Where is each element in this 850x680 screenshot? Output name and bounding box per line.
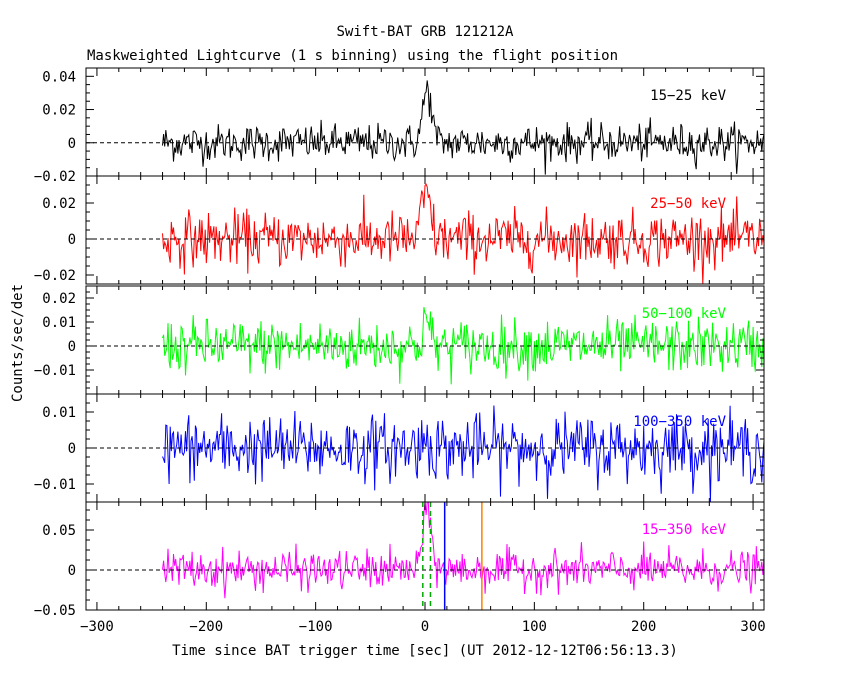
series-line-3 <box>162 405 765 503</box>
band-label-2: 50−100 keV <box>642 306 727 322</box>
y-tick-label: −0.05 <box>34 603 76 619</box>
y-tick-label: 0.05 <box>42 523 76 539</box>
y-tick-label: −0.01 <box>34 477 76 493</box>
panel-2: −0.01 0 0.01 0.02 50−100 keV <box>34 285 765 395</box>
panel-1: −0.02 0 0.02 25−50 keV <box>34 175 765 285</box>
band-label-0: 15−25 keV <box>650 88 726 104</box>
y-tick-label: 0 <box>68 563 76 579</box>
y-tick-label: −0.02 <box>34 268 76 284</box>
y-tick-label: −0.02 <box>34 169 76 185</box>
series-line-4 <box>162 501 765 599</box>
y-tick-label: 0.02 <box>42 196 76 212</box>
panel-0: −0.02 0 0.02 0.04 15−25 keV <box>34 67 765 185</box>
band-label-4: 15−350 keV <box>642 522 727 538</box>
x-tick-label: 100 <box>522 619 547 635</box>
panel-frame-0 <box>85 67 765 177</box>
x-tick-label: −200 <box>189 619 223 635</box>
y-tick-label: 0.01 <box>42 315 76 331</box>
series-line-0 <box>162 80 765 175</box>
series-line-2 <box>162 307 765 385</box>
series-line-1 <box>162 183 765 285</box>
panel-frame-4 <box>85 501 765 611</box>
x-tick-label: −100 <box>299 619 333 635</box>
band-label-3: 100−350 keV <box>633 414 726 430</box>
y-tick-label: 0 <box>68 441 76 457</box>
y-tick-label: 0.04 <box>42 69 76 85</box>
y-tick-label: 0 <box>68 136 76 152</box>
y-tick-label: 0 <box>68 232 76 248</box>
band-label-1: 25−50 keV <box>650 196 726 212</box>
y-tick-label: 0.01 <box>42 405 76 421</box>
x-tick-label: 200 <box>631 619 656 635</box>
panel-frame-2 <box>85 285 765 395</box>
x-tick-label: 0 <box>421 619 429 635</box>
x-tick-label: 300 <box>740 619 765 635</box>
y-tick-label: −0.01 <box>34 363 76 379</box>
chart-title: Swift-BAT GRB 121212A <box>336 24 514 40</box>
chart-subtitle: Maskweighted Lightcurve (1 s binning) us… <box>87 48 618 64</box>
panels-layer: −0.02 0 0.02 0.04 15−25 keV −0.02 0 0.02 25−50 k… <box>34 67 766 635</box>
panel-4: −0.05 0 0.05 15−350 keV <box>34 501 765 619</box>
panel-3: −0.01 0 0.01 100−350 keV <box>34 393 765 503</box>
y-tick-label: 0 <box>68 339 76 355</box>
y-tick-label: 0.02 <box>42 103 76 119</box>
y-tick-label: 0.02 <box>42 291 76 307</box>
x-tick-label: −300 <box>80 619 114 635</box>
y-axis-label: Counts/sec/det <box>10 284 26 402</box>
x-axis-label: Time since BAT trigger time [sec] (UT 20… <box>172 643 678 659</box>
